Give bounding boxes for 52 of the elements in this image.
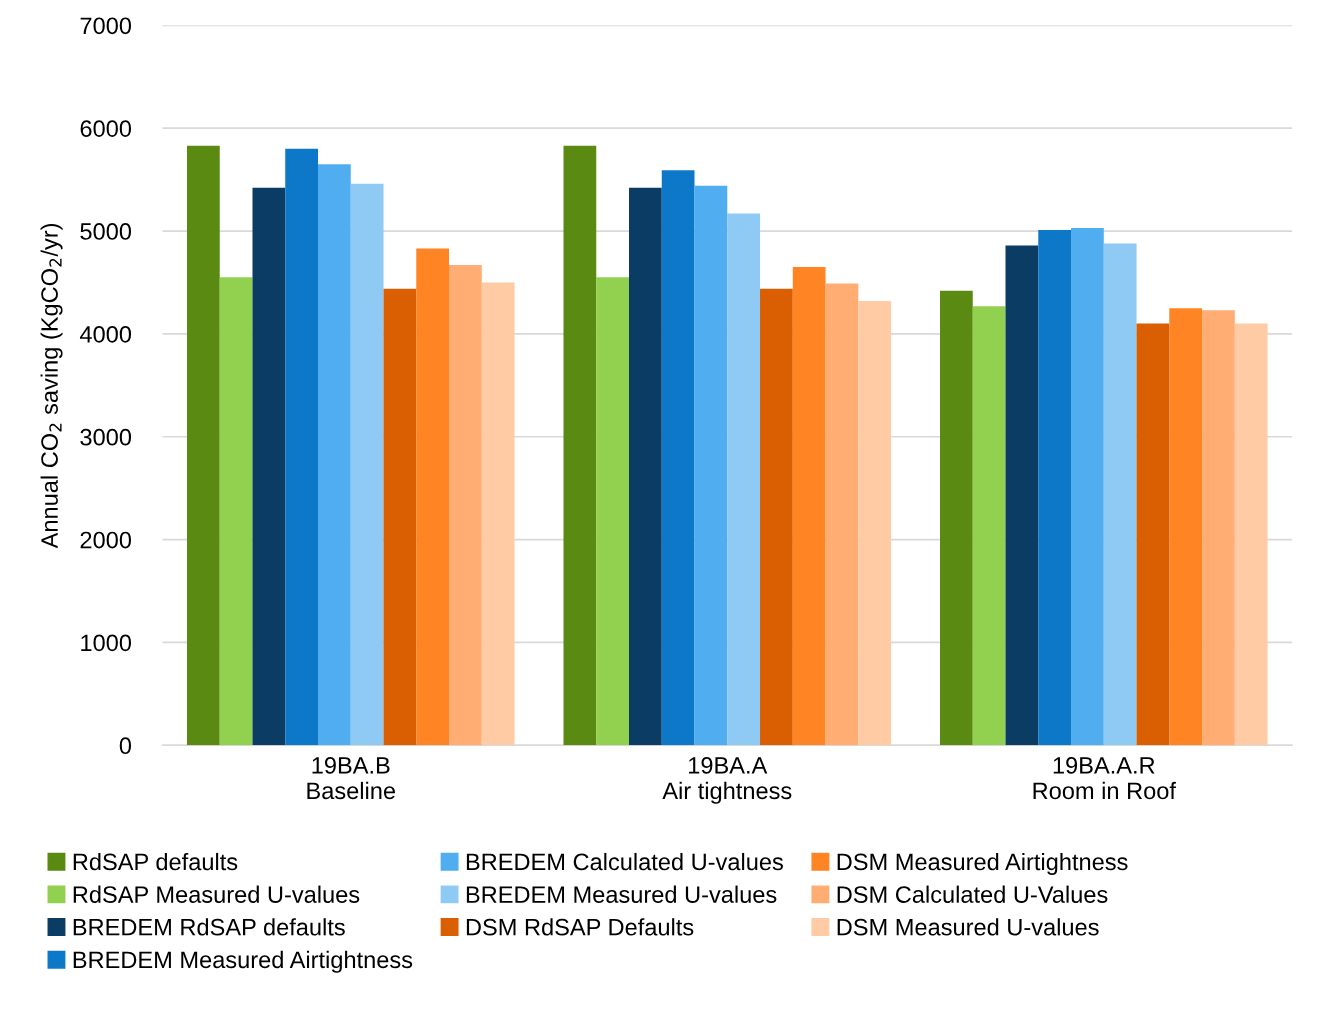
x-tick-label: 19BA.A Air tightness <box>662 757 792 804</box>
legend-label: BREDEM Measured U-values <box>466 885 777 903</box>
y-tick-label: 7000 <box>80 17 132 35</box>
bar <box>972 306 1006 746</box>
bar <box>383 288 417 746</box>
bar <box>318 164 351 746</box>
y-tick-label: 0 <box>119 737 132 755</box>
legend-label: DSM Calculated U-Values <box>837 885 1108 903</box>
bar <box>1038 230 1072 746</box>
bar <box>563 145 597 746</box>
bar <box>825 283 859 746</box>
bar <box>1234 323 1268 746</box>
legend-label: BREDEM Measured Airtightness <box>73 950 413 973</box>
x-tick-label: 19BA.B Baseline <box>307 757 395 800</box>
y-tick-label: 6000 <box>80 120 132 137</box>
bar <box>219 277 253 746</box>
bar <box>350 183 384 746</box>
y-axis-title: Annual CO$_{2}$ saving (KgCO$_{2}$/yr) <box>40 223 63 549</box>
bar <box>1169 308 1203 746</box>
bar <box>1202 310 1235 746</box>
bar <box>629 187 662 746</box>
y-tick-label: 3000 <box>80 428 132 446</box>
legend-label: DSM Measured U-values <box>837 918 1099 936</box>
bar <box>760 288 793 746</box>
legend-label: DSM Measured Airtightness <box>837 852 1128 875</box>
bar <box>1071 227 1104 746</box>
bar <box>661 170 695 746</box>
bar <box>694 185 728 746</box>
legend-label: BREDEM Calculated U-values <box>466 852 783 871</box>
bar <box>285 148 318 746</box>
bar <box>449 264 482 746</box>
legend-label: RdSAP defaults <box>73 852 238 871</box>
bar <box>186 145 220 746</box>
legend-label: DSM RdSAP Defaults <box>466 918 694 936</box>
bar <box>1103 243 1137 746</box>
bar <box>858 300 892 746</box>
bar <box>596 277 629 746</box>
y-tick-label: 1000 <box>81 634 132 652</box>
y-tick-label: 5000 <box>80 223 132 240</box>
bar <box>792 267 826 746</box>
bar <box>481 282 515 746</box>
y-tick-label: 2000 <box>80 531 132 549</box>
bar <box>416 248 450 746</box>
bar <box>727 213 761 746</box>
bar <box>1136 323 1170 746</box>
y-tick-label: 4000 <box>79 325 132 343</box>
bar <box>1005 245 1039 746</box>
legend-label: BREDEM RdSAP defaults <box>73 918 345 936</box>
bar <box>940 290 973 746</box>
legend-label: RdSAP Measured U-values <box>73 885 360 903</box>
x-tick-label: 19BA.A.R Room in Roof <box>1033 757 1176 800</box>
bar <box>252 187 286 746</box>
